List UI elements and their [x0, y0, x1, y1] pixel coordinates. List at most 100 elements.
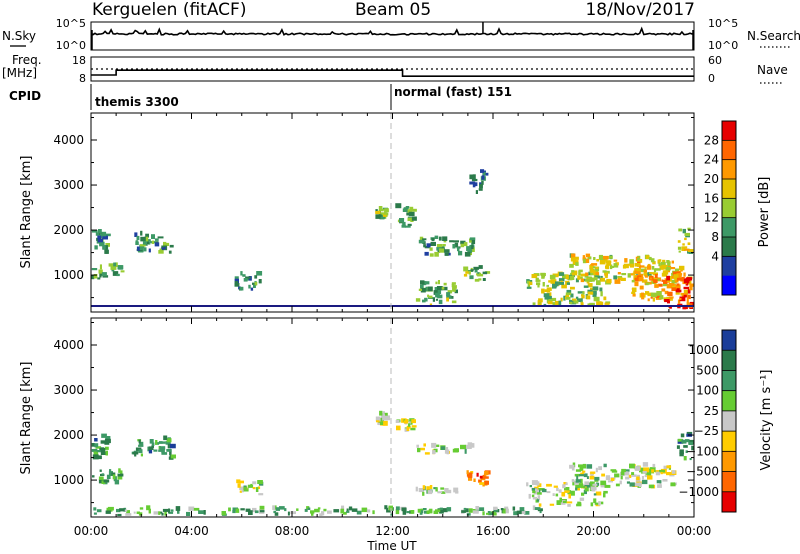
heat-cell [603, 492, 606, 498]
heat-cell [258, 279, 262, 284]
colorbar-segment [722, 431, 736, 452]
heat-cell [638, 482, 642, 488]
heat-cell [463, 507, 467, 513]
heat-cell [420, 280, 425, 285]
heat-cell [590, 273, 595, 276]
heat-cell [650, 296, 653, 299]
colorbar-tick-label: 12 [704, 211, 719, 225]
heat-cell [250, 287, 254, 291]
heat-cell [625, 476, 630, 480]
colorbar-segment [722, 410, 736, 432]
heat-cell [610, 265, 615, 268]
heat-cell [558, 278, 565, 282]
heat-cell [598, 254, 603, 260]
heat-cell [153, 511, 159, 515]
heat-cell [610, 469, 617, 472]
heat-cell [652, 272, 658, 276]
heat-cell [105, 510, 111, 514]
heat-cell [437, 249, 441, 253]
heat-cell [581, 492, 585, 496]
heat-cell [431, 238, 435, 242]
heat-cell [570, 286, 575, 290]
colorbar-tick-label: 500 [696, 363, 719, 377]
heat-cell [446, 292, 451, 296]
heat-cell [482, 511, 485, 516]
heat-cell [535, 488, 538, 491]
heat-cell [565, 292, 572, 295]
heat-cell [115, 262, 118, 267]
heat-cell [555, 493, 559, 497]
heat-cell [590, 471, 596, 474]
heat-cell [642, 471, 647, 474]
heat-cell [582, 470, 586, 473]
heat-cell [378, 206, 383, 211]
heat-cell [681, 439, 687, 444]
heat-cell [451, 300, 457, 304]
heat-cell [384, 208, 389, 213]
heat-cell [546, 483, 552, 487]
heat-cell [532, 302, 536, 306]
heat-cell [243, 278, 248, 282]
heat-cell [163, 246, 166, 250]
heat-cell [348, 506, 353, 511]
power-frame [90, 112, 695, 313]
heat-cell [107, 506, 114, 511]
heat-cell [148, 241, 151, 245]
heat-cell [252, 481, 257, 485]
colorbar-tick-label: 4 [711, 249, 719, 263]
heat-cell [577, 488, 580, 491]
heat-cell [580, 302, 584, 307]
heat-cell [577, 501, 581, 505]
heat-cell [531, 494, 535, 498]
colorbar-tick-label: 25 [704, 404, 719, 418]
heat-cell [434, 235, 439, 239]
heat-cell [605, 475, 611, 481]
heat-cell [590, 502, 594, 507]
heat-cell [593, 270, 596, 275]
heat-cell [175, 506, 181, 511]
heat-cell [555, 300, 560, 305]
heat-cell [437, 508, 444, 513]
heat-cell [629, 463, 635, 469]
heat-cell [666, 284, 672, 289]
heat-cell [587, 291, 594, 295]
heat-cell [454, 289, 458, 294]
heat-cell [543, 293, 550, 298]
heat-cell [138, 512, 143, 516]
heat-cell [98, 478, 104, 484]
heat-cell [423, 244, 426, 248]
heat-cell [479, 182, 482, 186]
heat-cell [596, 280, 601, 286]
date-title: 18/Nov/2017 [585, 0, 695, 20]
heat-cell [275, 507, 280, 511]
heat-cell [311, 512, 314, 516]
heat-cell [662, 272, 666, 277]
heat-cell [629, 263, 634, 268]
heat-cell [679, 449, 684, 454]
heat-cell [532, 505, 536, 511]
heat-cell [671, 260, 674, 264]
heat-cell [432, 450, 436, 455]
heat-cell [600, 277, 605, 282]
heat-cell [600, 275, 603, 280]
heat-cell [177, 508, 180, 514]
heat-cell [604, 302, 610, 305]
heat-cell [594, 479, 599, 482]
heat-cell [475, 190, 478, 194]
heat-cell [239, 286, 244, 291]
heat-cell [667, 262, 671, 268]
heat-cell [531, 480, 538, 485]
heat-cell [678, 228, 683, 232]
heat-cell [401, 224, 406, 228]
heat-cell [429, 247, 433, 251]
heat-cell [109, 469, 112, 474]
heat-cell [478, 479, 482, 483]
heat-cell [570, 293, 574, 298]
heat-cell [535, 277, 539, 282]
heat-cell [112, 271, 119, 276]
heat-cell [418, 488, 424, 493]
heat-cell [138, 444, 144, 447]
heat-cell [133, 511, 136, 514]
heat-cell [590, 481, 594, 485]
heat-cell [586, 295, 591, 300]
